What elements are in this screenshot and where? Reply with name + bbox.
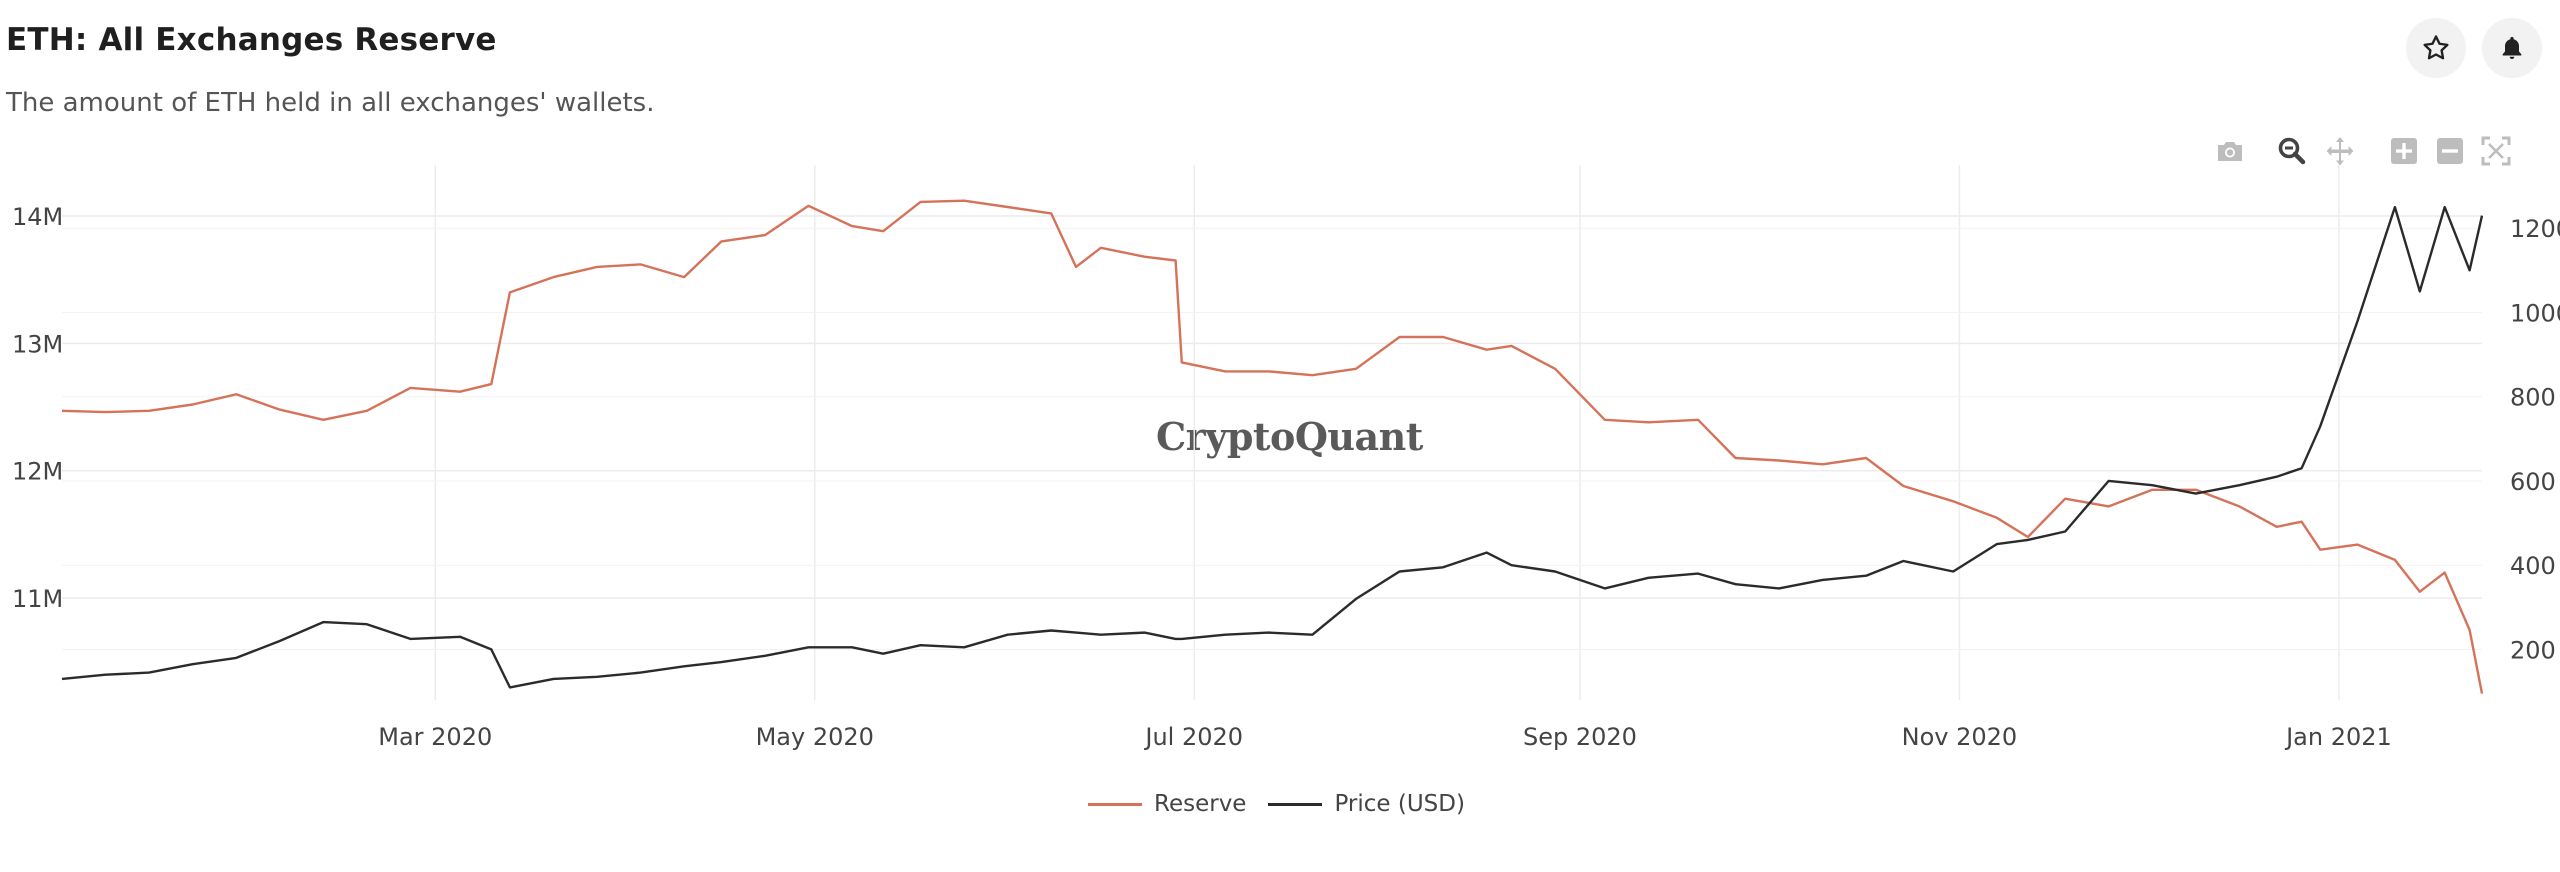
zoom-icon [2278,137,2306,165]
x-tick-label: Jul 2020 [1143,723,1243,751]
x-tick-label: Sep 2020 [1523,723,1637,751]
y-left-tick-label: 11M [12,585,63,613]
y-right-tick-label: 600 [2510,468,2556,496]
zoom-in-icon [2391,138,2417,164]
legend-swatch [1268,802,1323,806]
download-button[interactable] [2212,133,2248,169]
zoom-button[interactable] [2274,133,2310,169]
legend-item-reserve[interactable]: Reserve [1088,791,1246,817]
y-right-tick-label: 400 [2510,552,2556,580]
legend-label: Reserve [1154,791,1247,817]
pan-button[interactable] [2322,133,2358,169]
page-title: ETH: All Exchanges Reserve [6,22,497,58]
y-left-tick-label: 12M [12,458,63,486]
zoom-out-icon [2437,138,2463,164]
legend-label: Price (USD) [1334,791,1465,817]
y-right-tick-label: 1000 [2510,299,2560,327]
y-right-tick-label: 1200 [2510,215,2560,243]
camera-icon [2218,142,2242,161]
chart-legend: Reserve Price (USD) [1088,788,1487,820]
legend-swatch [1088,802,1142,806]
alert-button[interactable] [2482,18,2542,78]
x-tick-label: Nov 2020 [1902,723,2018,751]
y-right-tick-label: 800 [2510,384,2556,412]
y-left-tick-label: 13M [12,330,63,358]
bell-icon [2502,36,2522,60]
page-subtitle: The amount of ETH held in all exchanges'… [6,88,655,118]
zoom-in-button[interactable] [2386,133,2422,169]
reserve-line [61,199,2484,694]
x-tick-label: May 2020 [756,723,874,751]
pan-icon [2326,137,2354,166]
zoom-out-button[interactable] [2432,133,2468,169]
price-line [61,205,2484,689]
star-icon [2423,35,2449,60]
autoscale-icon [2481,136,2511,166]
x-tick-label: Jan 2021 [2284,723,2392,751]
y-left-tick-label: 14M [12,203,63,231]
legend-item-price[interactable]: Price (USD) [1268,791,1465,817]
watermark-logo: CryptoQuant [1156,414,1423,459]
favorite-button[interactable] [2406,18,2466,78]
x-tick-label: Mar 2020 [378,723,492,751]
y-right-tick-label: 200 [2510,636,2556,664]
autoscale-button[interactable] [2478,133,2514,169]
